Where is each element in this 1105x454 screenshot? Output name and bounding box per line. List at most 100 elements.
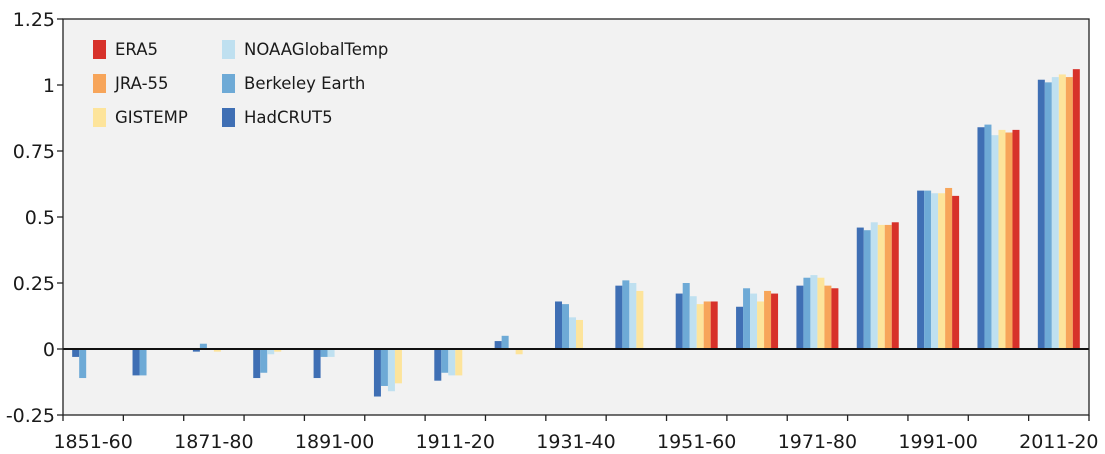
bar: [555, 301, 562, 349]
bar: [931, 193, 939, 349]
bar: [924, 190, 932, 349]
x-tick-label: 1851-60: [53, 431, 132, 453]
bar: [1065, 77, 1073, 349]
x-axis: 1851-60 1871-80 1891-00 1911-20 1931-40 1951-…: [53, 415, 1099, 453]
bar: [562, 304, 569, 349]
bar: [710, 301, 718, 349]
y-tick-label: 0.5: [25, 207, 55, 229]
bar: [373, 349, 381, 397]
bar: [764, 290, 772, 349]
bar: [441, 349, 449, 373]
bar: [313, 349, 321, 379]
bar: [891, 222, 899, 349]
bar: [636, 290, 644, 349]
legend-swatch: [222, 74, 235, 93]
bar: [501, 335, 509, 349]
bar: [817, 277, 825, 349]
bar: [274, 349, 282, 352]
bar: [750, 293, 758, 349]
bars-layer: [72, 69, 1080, 397]
x-tick-label: 1971-80: [778, 431, 857, 453]
bar: [945, 187, 953, 349]
bar: [984, 124, 992, 349]
y-axis: -0.25 0 0.25 0.5 0.75 1 1.25: [6, 9, 63, 427]
bar: [831, 288, 839, 349]
bar: [1058, 74, 1066, 349]
bar: [675, 293, 683, 349]
bar: [998, 129, 1006, 349]
bar: [977, 127, 985, 350]
bar: [1072, 69, 1080, 349]
bar: [327, 349, 335, 357]
bar: [884, 224, 892, 349]
x-tick-label: 1951-60: [657, 431, 736, 453]
bar: [72, 349, 80, 357]
y-tick-label: 1.25: [13, 9, 55, 31]
y-tick-label: 0: [43, 339, 55, 361]
bar: [448, 349, 456, 376]
y-tick-label: -0.25: [6, 405, 55, 427]
bar: [515, 349, 523, 355]
legend-label: HadCRUT5: [244, 108, 333, 127]
legend-swatch: [222, 108, 235, 127]
bar: [917, 190, 925, 349]
bar: [824, 285, 832, 349]
legend-swatch: [93, 74, 106, 93]
bar: [952, 195, 960, 349]
x-tick-label: 1871-80: [174, 431, 253, 453]
bar: [689, 296, 697, 349]
y-tick-label: 0.25: [13, 273, 55, 295]
bar: [380, 349, 388, 386]
bar: [455, 349, 463, 376]
bar: [199, 343, 207, 349]
legend-label: JRA-55: [114, 74, 169, 93]
bar: [1044, 82, 1052, 350]
legend-swatch: [93, 40, 106, 59]
bar: [703, 301, 711, 349]
bar: [1005, 132, 1013, 349]
bar: [743, 288, 751, 349]
bar: [213, 349, 221, 352]
bar: [938, 193, 946, 349]
bar: [387, 349, 395, 392]
bar: [629, 283, 637, 349]
bar: [696, 304, 704, 349]
bar: [494, 341, 502, 349]
legend-label: GISTEMP: [115, 108, 188, 127]
x-tick-label: 1911-20: [416, 431, 495, 453]
bar: [1012, 129, 1020, 349]
bar: [79, 349, 87, 379]
bar: [863, 230, 871, 349]
legend-swatch: [93, 108, 106, 127]
bar: [253, 349, 261, 379]
bar: [569, 317, 576, 349]
legend-label: NOAAGlobalTemp: [244, 40, 388, 59]
bar: [810, 275, 818, 349]
bar: [622, 280, 630, 349]
bar: [771, 293, 779, 349]
bar: [870, 222, 878, 349]
bar: [132, 349, 140, 376]
bar: [267, 349, 275, 355]
x-tick-label: 1931-40: [536, 431, 615, 453]
bar: [576, 319, 583, 349]
y-tick-label: 0.75: [13, 141, 55, 163]
bar: [796, 285, 804, 349]
legend-label: ERA5: [115, 40, 158, 59]
bar: [394, 349, 402, 384]
bar: [139, 349, 147, 376]
legend-swatch: [222, 40, 235, 59]
x-tick-label: 1991-00: [898, 431, 977, 453]
bar: [320, 349, 328, 357]
bar: [736, 306, 744, 349]
x-tick-label: 2011-20: [1019, 431, 1098, 453]
bar: [757, 301, 765, 349]
y-tick-label: 1: [43, 75, 55, 97]
bar: [1037, 79, 1045, 349]
x-tick-label: 1891-00: [295, 431, 374, 453]
bar: [856, 227, 864, 349]
bar: [1051, 77, 1059, 349]
bar: [877, 224, 885, 349]
